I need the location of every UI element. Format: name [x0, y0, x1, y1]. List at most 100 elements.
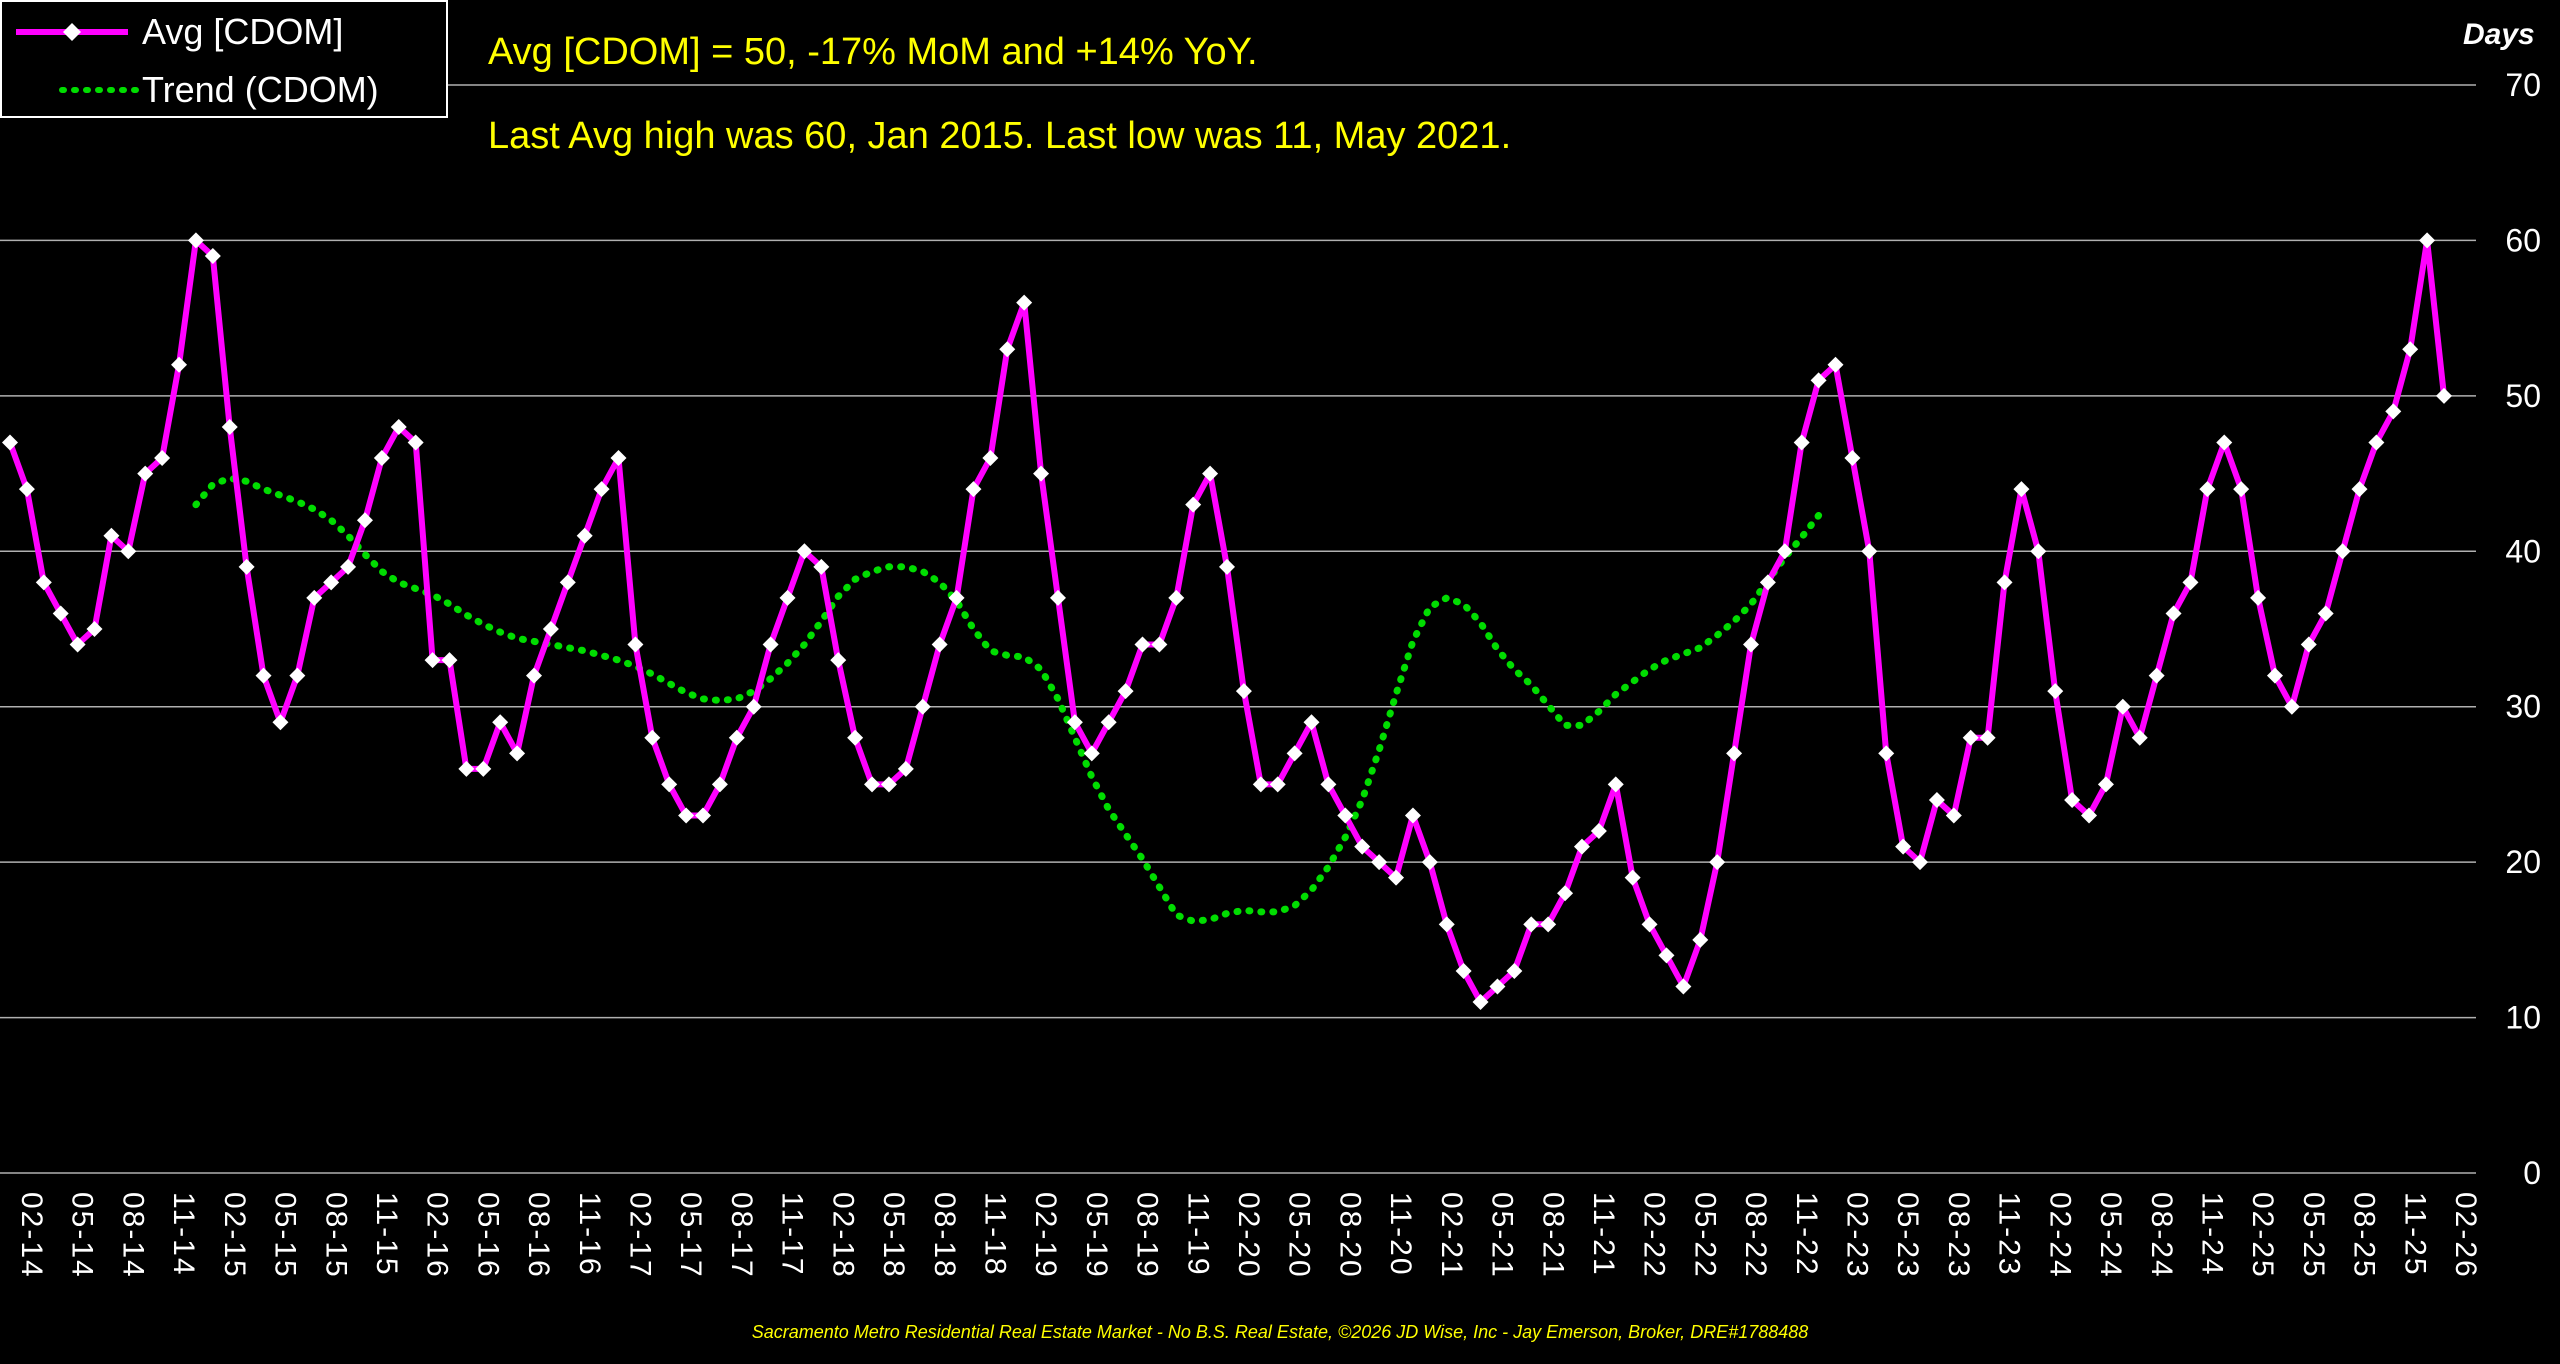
avg-point: [1726, 745, 1743, 762]
avg-point: [880, 776, 897, 793]
y-tick-label: 30: [2505, 689, 2541, 725]
x-tick-label: 11-19: [1181, 1192, 1214, 1277]
avg-point: [610, 450, 627, 467]
avg-point: [356, 512, 373, 529]
avg-point: [627, 636, 644, 653]
avg-point: [830, 652, 847, 669]
avg-point: [847, 729, 864, 746]
avg-point: [695, 807, 712, 824]
avg-point: [306, 589, 323, 606]
avg-point: [711, 776, 728, 793]
avg-point: [187, 232, 204, 249]
x-tick-label: 05-21: [1486, 1192, 1519, 1279]
avg-point: [1320, 776, 1337, 793]
x-tick-label: 05-18: [877, 1192, 910, 1279]
x-tick-label: 08-16: [522, 1192, 555, 1279]
avg-point: [1219, 558, 1235, 575]
avg-point: [204, 247, 221, 264]
avg-point: [1658, 947, 1675, 964]
avg-point: [2317, 605, 2334, 622]
x-tick-label: 08-14: [116, 1192, 149, 1279]
x-tick-label: 08-15: [319, 1192, 352, 1279]
x-tick-label: 02-23: [1841, 1192, 1874, 1279]
y-tick-label: 60: [2505, 222, 2541, 258]
x-tick-label: 02-26: [2449, 1192, 2482, 1279]
avg-point: [576, 527, 593, 544]
y-tick-label: 40: [2505, 533, 2541, 569]
avg-point: [1066, 714, 1083, 731]
avg-point: [441, 652, 458, 669]
x-tick-label: 05-17: [674, 1192, 707, 1279]
y-tick-label: 70: [2505, 67, 2541, 103]
x-tick-label: 08-21: [1536, 1192, 1569, 1279]
trend-series: [192, 474, 1823, 925]
avg-point: [137, 465, 154, 482]
avg-point: [1151, 636, 1168, 653]
x-tick-label: 05-23: [1891, 1192, 1924, 1279]
avg-point: [1742, 636, 1759, 653]
avg-point: [644, 729, 661, 746]
x-tick-label: 08-24: [2145, 1192, 2178, 1279]
avg-point: [1810, 372, 1827, 389]
avg-point: [1472, 994, 1489, 1011]
avg-point: [2131, 729, 2148, 746]
avg-point: [661, 776, 678, 793]
avg-point: [154, 450, 171, 467]
avg-point: [728, 729, 745, 746]
avg-point: [1489, 978, 1506, 995]
avg-point: [1827, 356, 1844, 373]
x-tick-label: 11-20: [1384, 1192, 1417, 1277]
avg-point: [1455, 962, 1472, 979]
avg-point: [35, 574, 52, 591]
avg-point: [1083, 745, 1100, 762]
avg-point: [1878, 745, 1895, 762]
avg-point: [1388, 869, 1405, 886]
avg-point: [492, 714, 509, 731]
avg-point: [2182, 574, 2199, 591]
avg-point: [458, 760, 475, 777]
avg-point: [1641, 916, 1658, 933]
avg-point: [1709, 854, 1726, 871]
y-axis-ticks: 0 10 20 30 40 50 60 70: [2505, 67, 2541, 1191]
avg-point: [1573, 838, 1590, 855]
x-tick-label: 02-22: [1638, 1192, 1671, 1279]
avg-point: [1117, 683, 1134, 700]
avg-point: [1016, 294, 1033, 311]
avg-point: [1962, 729, 1979, 746]
avg-point: [1185, 496, 1202, 513]
avg-point: [1675, 978, 1692, 995]
x-tick-label: 11-22: [1790, 1192, 1823, 1277]
avg-point: [1844, 450, 1861, 467]
x-tick-label: 02-20: [1232, 1192, 1265, 1279]
avg-point: [2, 434, 18, 451]
avg-point: [593, 481, 610, 498]
avg-point: [1523, 916, 1540, 933]
avg-point: [18, 481, 35, 498]
avg-point: [424, 652, 441, 669]
avg-point: [1912, 854, 1929, 871]
avg-point: [103, 527, 120, 544]
avg-point: [1100, 714, 1117, 731]
avg-point: [948, 589, 965, 606]
y-axis-label: Days: [2463, 18, 2535, 51]
avg-point: [864, 776, 881, 793]
avg-point: [1624, 869, 1641, 886]
avg-point: [559, 574, 576, 591]
avg-point: [965, 481, 982, 498]
x-tick-label: 08-23: [1942, 1192, 1975, 1279]
x-tick-label: 11-24: [2195, 1192, 2228, 1277]
avg-point: [2334, 543, 2351, 560]
x-tick-label: 05-25: [2297, 1192, 2330, 1279]
avg-point: [2216, 434, 2233, 451]
x-tick-label: 11-23: [1993, 1192, 2026, 1277]
avg-point: [255, 667, 272, 684]
gridlines: [0, 84, 2476, 1174]
x-tick-label: 05-19: [1080, 1192, 1113, 1279]
avg-point: [1557, 885, 1574, 902]
avg-point: [678, 807, 695, 824]
avg-point: [1776, 543, 1793, 560]
avg-point: [1202, 465, 1219, 482]
